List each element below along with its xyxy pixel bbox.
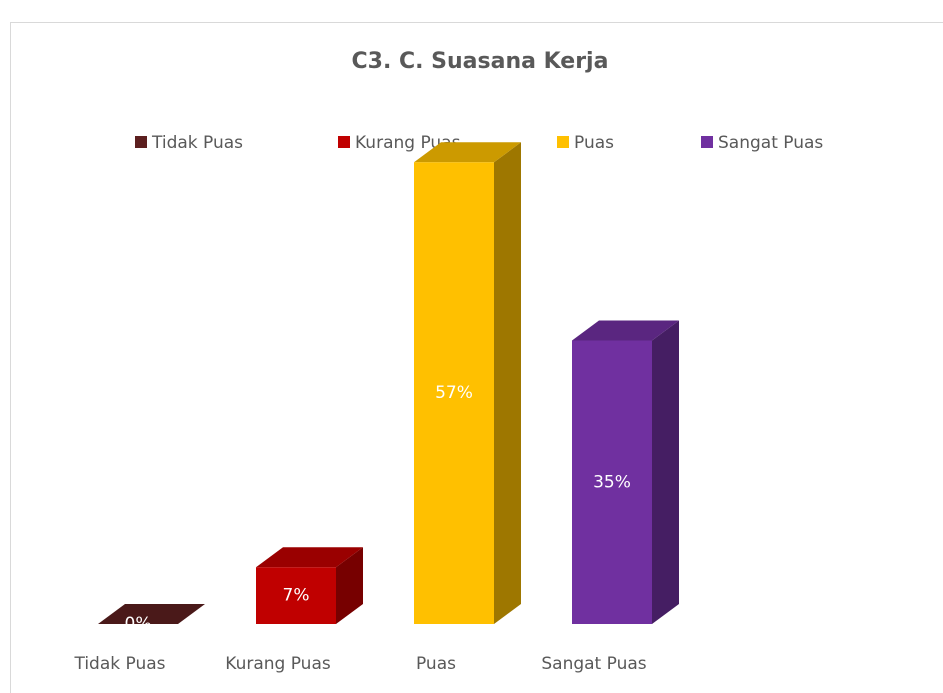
value-label: 7%: [283, 586, 310, 606]
legend-swatch: [135, 136, 147, 148]
legend-swatch: [338, 136, 350, 148]
bar-side: [652, 320, 679, 624]
legend-label: Tidak Puas: [151, 133, 243, 153]
legend-label: Puas: [574, 133, 614, 153]
bar-top: [572, 320, 679, 341]
bar-top: [98, 604, 205, 624]
bar-side: [336, 547, 363, 624]
x-tick-label: Puas: [416, 654, 456, 674]
x-tick-label: Tidak Puas: [73, 654, 165, 674]
x-tick-label: Sangat Puas: [541, 654, 646, 674]
chart-title: C3. C. Suasana Kerja: [352, 49, 609, 74]
bar-top: [414, 142, 521, 163]
bar: [572, 320, 679, 624]
bar-top: [256, 547, 363, 568]
bar-front: [572, 340, 652, 624]
value-label: 57%: [435, 383, 473, 403]
legend-swatch: [701, 136, 713, 148]
legend-swatch: [557, 136, 569, 148]
bar: [414, 142, 521, 625]
bar-side: [494, 142, 521, 625]
value-label: 35%: [593, 472, 631, 492]
value-label: 0%: [125, 614, 152, 634]
bar: [256, 547, 363, 624]
bar: [98, 604, 205, 624]
bar-front: [414, 162, 494, 625]
legend-label: Sangat Puas: [718, 133, 823, 153]
x-tick-label: Kurang Puas: [225, 654, 331, 674]
bar-front: [256, 567, 336, 624]
